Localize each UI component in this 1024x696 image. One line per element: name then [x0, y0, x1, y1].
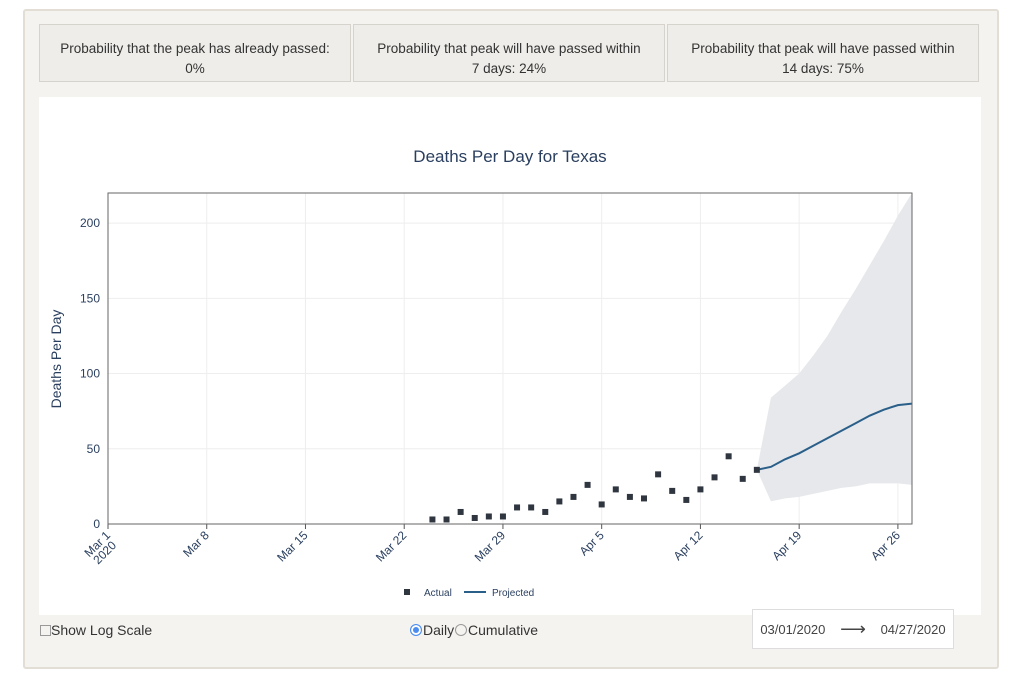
x-tick-label: Mar 15	[274, 528, 311, 565]
x-tick-label: Apr 26	[868, 528, 903, 563]
log-scale-label: Show Log Scale	[51, 622, 153, 638]
actual-point	[485, 513, 492, 520]
card-label: Probability that peak will have passed w…	[377, 41, 641, 56]
y-tick-label: 200	[80, 216, 100, 230]
card-label: Probability that peak will have passed w…	[691, 41, 955, 56]
radio-selected-icon[interactable]	[410, 624, 422, 636]
start-date-input[interactable]: 03/01/2020	[760, 621, 826, 637]
actual-point	[697, 486, 704, 493]
card-value: 7 days: 24%	[471, 61, 547, 76]
dashboard-panel: Probability that the peak has already pa…	[23, 9, 999, 669]
actual-point	[528, 504, 535, 511]
y-tick-label: 150	[80, 291, 100, 305]
confidence-band	[756, 193, 912, 502]
daily-label: Daily	[423, 622, 455, 638]
peak-7-days-card: Probability that peak will have passed w…	[353, 24, 665, 82]
chart-title: Deaths Per Day for Texas	[413, 147, 606, 166]
peak-passed-card: Probability that the peak has already pa…	[39, 24, 351, 82]
actual-point	[612, 486, 619, 493]
x-tick-label: Mar 8	[180, 528, 212, 560]
actual-point	[514, 504, 521, 511]
x-tick-label: Apr 19	[769, 528, 804, 563]
card-value: 0%	[185, 61, 205, 76]
checkbox-icon[interactable]	[40, 625, 51, 636]
actual-point	[443, 516, 450, 523]
actual-point	[669, 487, 676, 494]
x-tick-label: Apr 12	[671, 528, 706, 563]
actual-point	[725, 453, 732, 460]
actual-point	[429, 516, 436, 523]
actual-point	[542, 508, 549, 515]
actual-point	[739, 475, 746, 482]
projected-line	[756, 402, 913, 471]
end-date-input[interactable]: 04/27/2020	[880, 621, 946, 637]
actual-point	[711, 474, 718, 481]
actual-point	[584, 481, 591, 488]
cumulative-radio[interactable]: Cumulative	[455, 622, 538, 638]
y-tick-label: 100	[80, 367, 100, 381]
actual-point	[753, 466, 760, 473]
actual-point	[570, 493, 577, 500]
card-value: 14 days: 75%	[782, 61, 864, 76]
y-axis-label: Deaths Per Day	[48, 310, 64, 409]
actual-point	[499, 513, 506, 520]
actual-point	[655, 471, 662, 478]
legend-actual-label: Actual	[424, 588, 452, 599]
actual-point	[598, 501, 605, 508]
actual-point	[683, 496, 690, 503]
x-tick-label: Mar 22	[373, 528, 410, 565]
x-tick-label: Apr 5	[577, 528, 607, 558]
legend-actual-marker	[404, 589, 410, 595]
log-scale-toggle[interactable]: Show Log Scale	[40, 622, 152, 638]
actual-point	[471, 514, 478, 521]
actual-point	[626, 493, 633, 500]
legend-projected-label: Projected	[492, 588, 534, 599]
date-range-picker[interactable]: 03/01/2020 ⟶ 04/27/2020	[752, 609, 954, 649]
actual-point	[641, 495, 647, 502]
y-tick-label: 0	[93, 517, 100, 531]
y-tick-label: 50	[87, 442, 101, 456]
cumulative-label: Cumulative	[468, 622, 539, 638]
peak-14-days-card: Probability that peak will have passed w…	[667, 24, 979, 82]
actual-point	[556, 498, 563, 505]
actual-point	[457, 508, 464, 515]
plot-border	[107, 192, 913, 525]
card-label: Probability that the peak has already pa…	[60, 41, 330, 56]
arrow-right-icon: ⟶	[840, 618, 866, 639]
x-tick-label: Mar 29	[472, 528, 509, 565]
chart-container: 0 50 100 150 200 Mar 1 2020 Mar 8 Mar 15 Mar 22 Ma…	[39, 97, 981, 615]
daily-radio[interactable]: Daily	[410, 622, 454, 638]
radio-icon[interactable]	[455, 624, 467, 636]
